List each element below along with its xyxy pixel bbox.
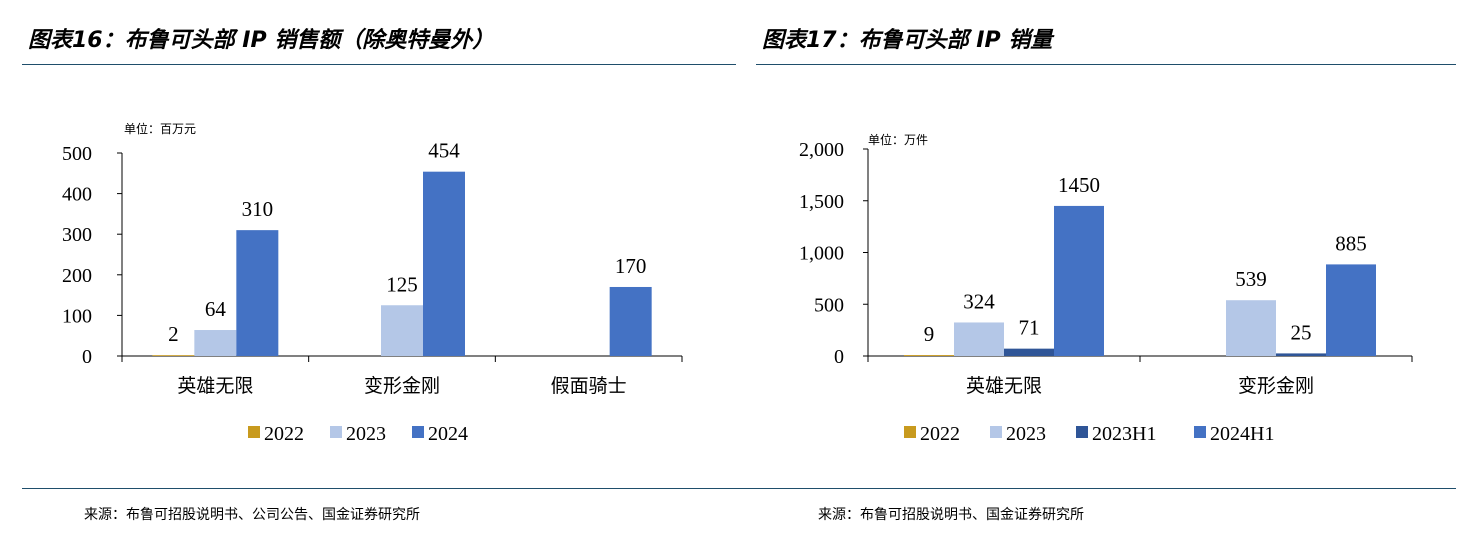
left-bar-2023 <box>194 330 237 356</box>
left-y-tick-label: 0 <box>82 346 92 368</box>
left-bar-2024 <box>423 171 465 356</box>
right-bar-2023 <box>954 322 1004 356</box>
right-legend-label: 2022 <box>920 423 960 445</box>
right-bar-2023H1 <box>1004 348 1054 356</box>
right-legend-swatch-2023H1 <box>1076 426 1088 438</box>
right-bar-2023 <box>1226 300 1276 356</box>
left-y-tick-label: 500 <box>62 143 92 165</box>
right-legend-swatch-2023 <box>990 426 1002 438</box>
left-bar-2023 <box>381 305 423 356</box>
right-unit-label: 单位：万件 <box>868 133 929 147</box>
right-legend-swatch-2024H1 <box>1194 426 1206 438</box>
right-data-label: 71 <box>1019 316 1040 340</box>
right-data-label: 25 <box>1291 320 1312 344</box>
right-bar-2022 <box>904 355 954 356</box>
right-data-label: 9 <box>924 322 935 346</box>
left-y-tick-label: 300 <box>62 224 92 246</box>
left-unit-label: 单位：百万元 <box>124 122 197 136</box>
right-category-label: 英雄无限 <box>966 375 1042 397</box>
left-legend-swatch-2023 <box>330 426 342 438</box>
left-y-tick-label: 200 <box>62 265 92 287</box>
left-legend-swatch-2024 <box>412 426 424 438</box>
right-data-label: 1450 <box>1058 173 1100 197</box>
right-chart-title: 图表17：布鲁可头部 IP 销量 <box>762 28 1053 53</box>
right-data-label: 539 <box>1235 267 1267 291</box>
left-title-rule <box>22 64 736 65</box>
left-chart-title: 图表16：布鲁可头部 IP 销售额（除奥特曼外） <box>28 28 495 53</box>
left-legend-swatch-2022 <box>248 426 260 438</box>
left-category-label: 英雄无限 <box>177 375 253 397</box>
left-data-label: 125 <box>386 272 418 296</box>
right-category-label: 变形金刚 <box>1238 375 1314 397</box>
left-bar-2022 <box>152 355 195 356</box>
right-bar-2024H1 <box>1054 205 1104 356</box>
right-legend-label: 2023 <box>1006 423 1046 445</box>
right-legend-label: 2023H1 <box>1092 423 1156 445</box>
left-legend-label: 2022 <box>264 423 304 445</box>
left-bar-2024 <box>609 286 652 356</box>
right-data-label: 324 <box>963 289 995 313</box>
left-category-label: 变形金刚 <box>364 375 440 397</box>
left-y-tick-label: 100 <box>62 305 92 327</box>
left-data-label: 64 <box>205 297 227 321</box>
right-y-tick-label: 1,000 <box>799 243 844 265</box>
left-y-tick-label: 400 <box>62 184 92 206</box>
right-bar-2023H1 <box>1276 353 1326 356</box>
right-y-tick-label: 500 <box>814 294 844 316</box>
right-legend-label: 2024H1 <box>1210 423 1274 445</box>
left-data-label: 2 <box>168 322 179 346</box>
right-legend-swatch-2022 <box>904 426 916 438</box>
left-category-label: 假面骑士 <box>551 375 627 397</box>
left-data-label: 310 <box>242 197 274 221</box>
right-y-tick-label: 0 <box>834 346 844 368</box>
right-title-rule <box>756 64 1456 65</box>
left-legend-label: 2023 <box>346 423 386 445</box>
left-data-label: 170 <box>615 254 647 278</box>
left-bar-2024 <box>236 230 279 356</box>
right-bar-2024H1 <box>1326 264 1376 356</box>
left-data-label: 454 <box>428 139 460 163</box>
left-source-note: 来源：布鲁可招股说明书、公司公告、国金证券研究所 <box>84 507 420 523</box>
right-data-label: 885 <box>1335 231 1367 255</box>
bottom-rule <box>22 488 1456 489</box>
right-source-note: 来源：布鲁可招股说明书、国金证券研究所 <box>818 507 1084 523</box>
left-legend-label: 2024 <box>428 423 468 445</box>
right-y-tick-label: 1,500 <box>799 191 844 213</box>
right-y-tick-label: 2,000 <box>799 139 844 161</box>
